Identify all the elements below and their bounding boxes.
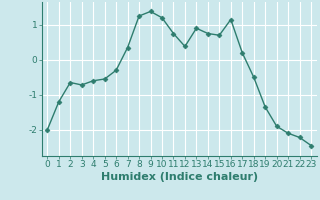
- X-axis label: Humidex (Indice chaleur): Humidex (Indice chaleur): [100, 172, 258, 182]
